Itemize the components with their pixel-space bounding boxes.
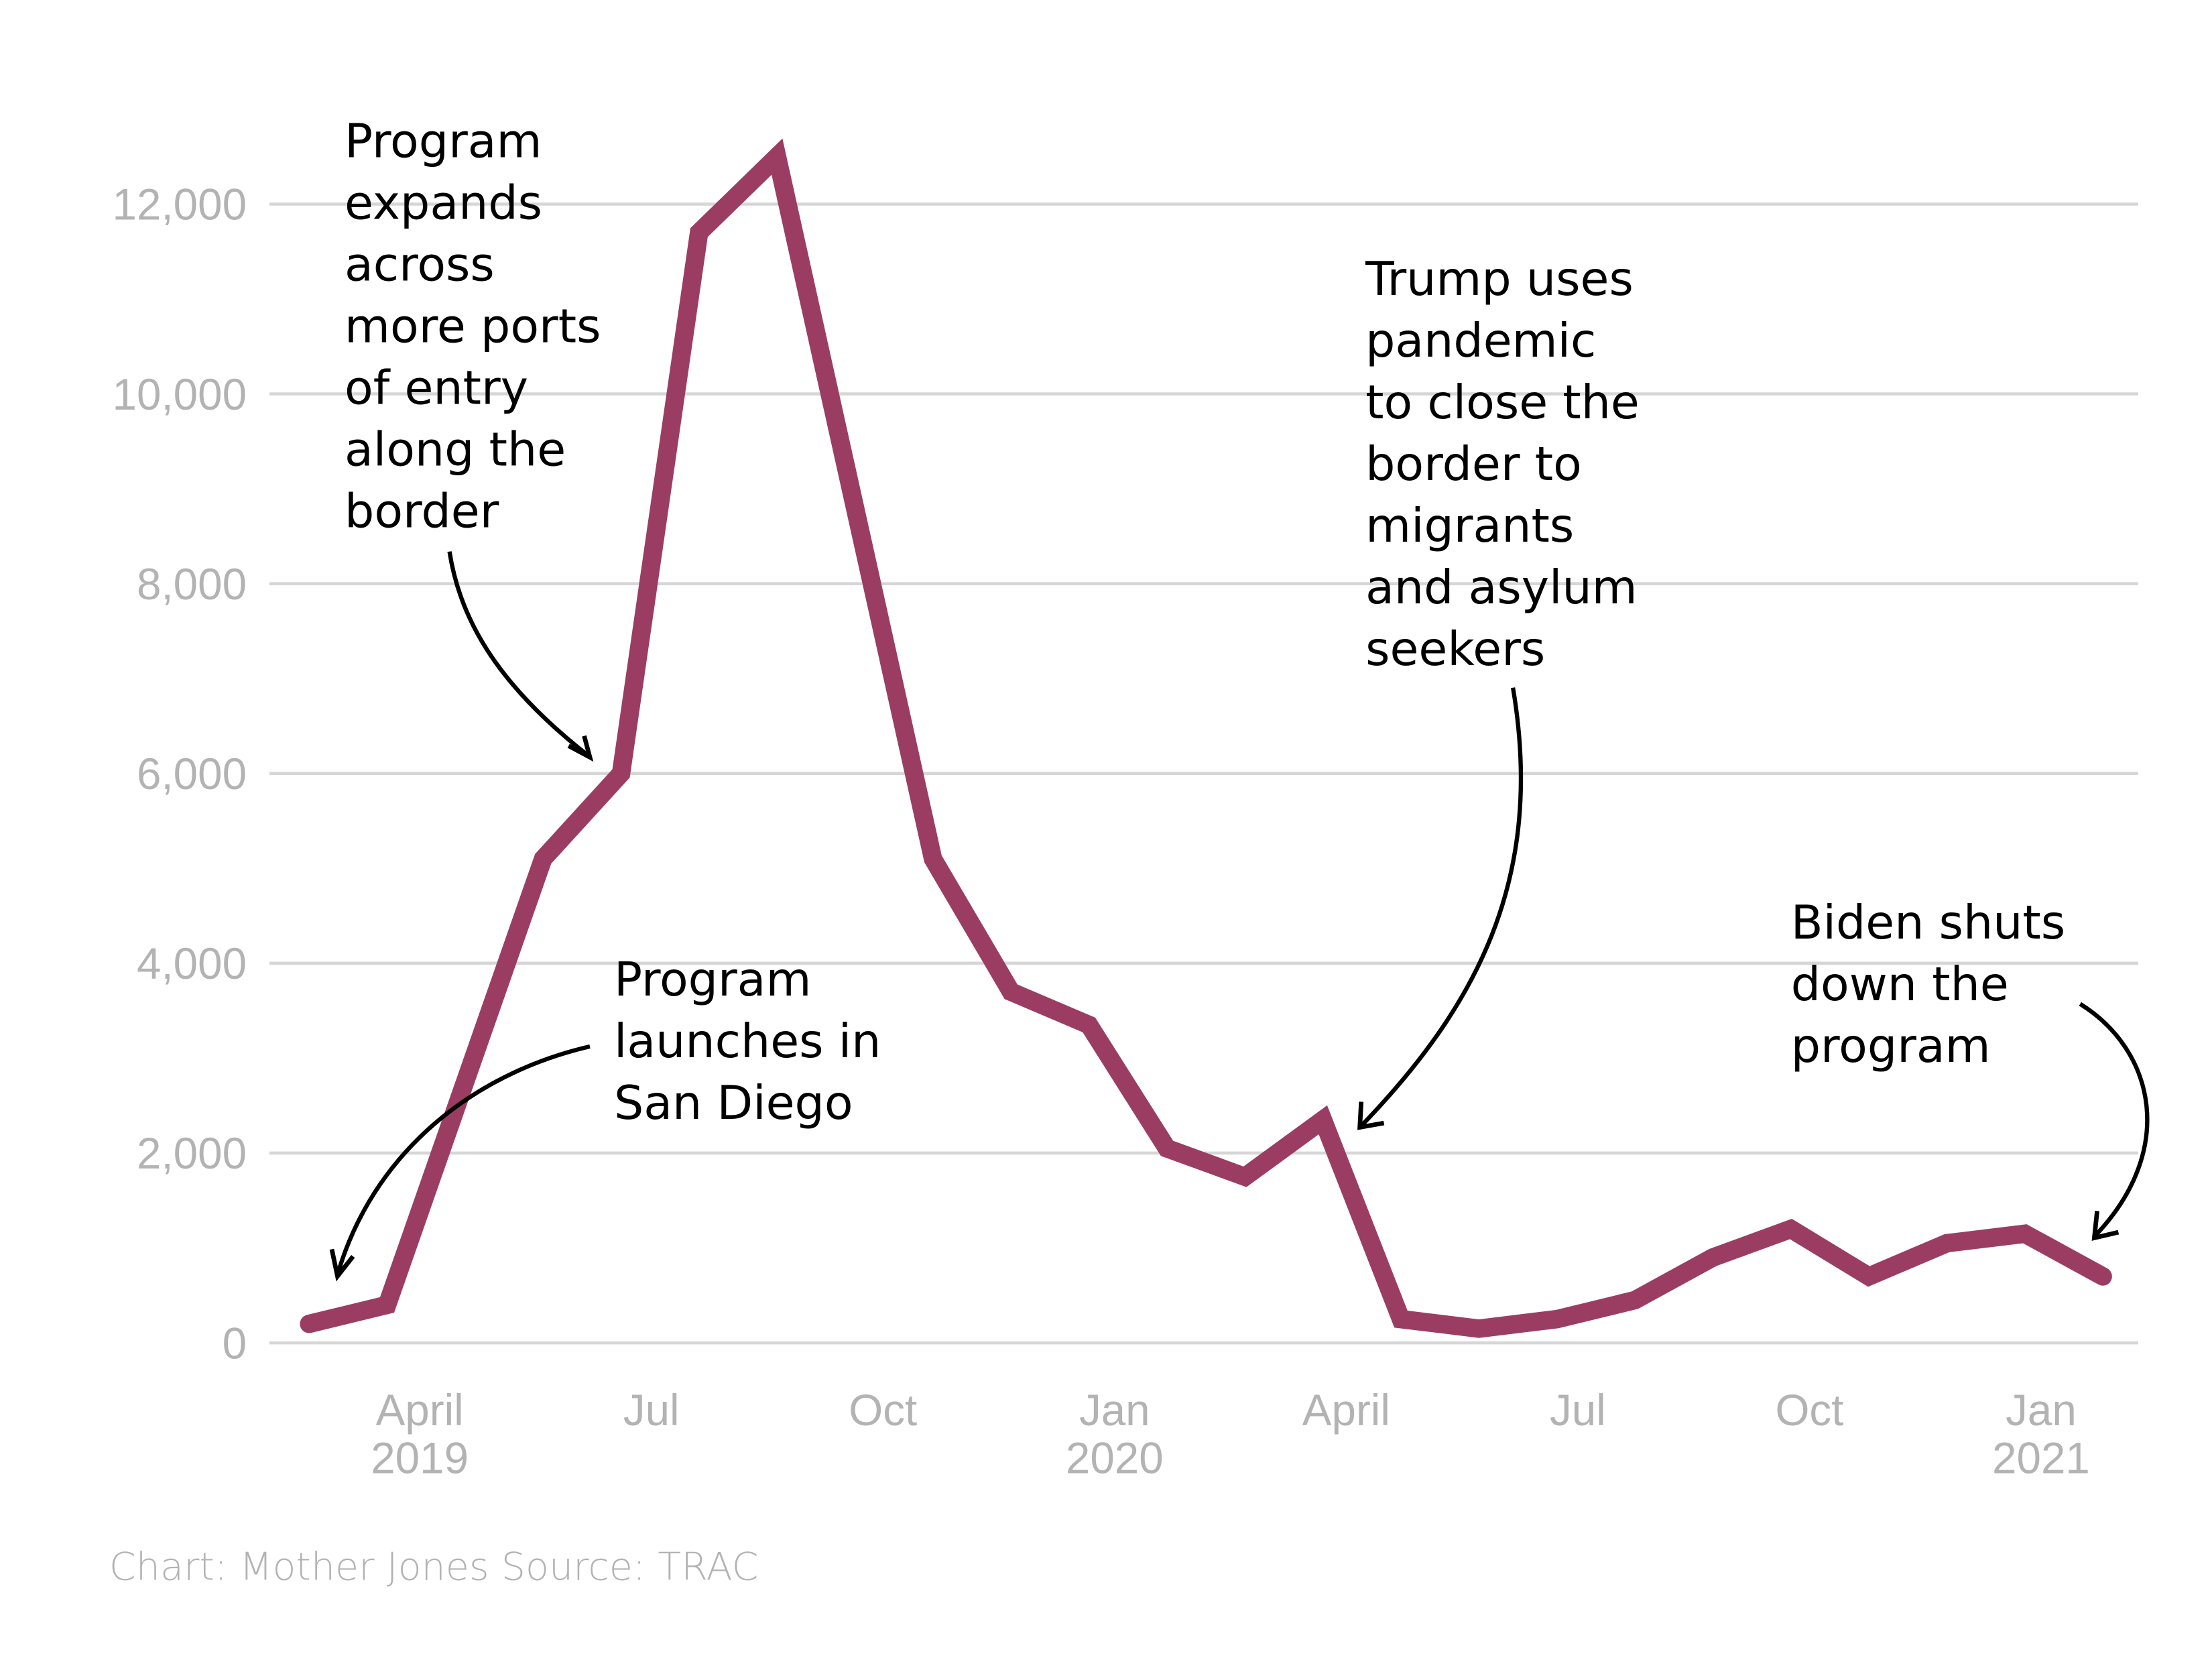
x-tick-sublabel: 2019 <box>371 1434 469 1483</box>
series-layer <box>300 138 2112 1338</box>
arrow-curve <box>1359 687 1524 1128</box>
gridlines <box>269 202 2138 1345</box>
x-tick-sublabel: 2020 <box>1066 1434 1164 1483</box>
annotation-line: San Diego <box>614 1076 853 1130</box>
annotation-line: migrants <box>1365 499 1574 553</box>
annotation-line: Trump uses <box>1365 252 1634 306</box>
annotation-line: pandemic <box>1365 314 1596 368</box>
y-tick-label: 4,000 <box>137 939 247 988</box>
y-tick-label: 0 <box>223 1319 247 1368</box>
y-tick-label: 6,000 <box>137 750 247 798</box>
annotation-line: to close the <box>1365 375 1640 430</box>
arrow-launch <box>329 1044 591 1282</box>
annotation-pandemic: Trump uses pandemic to close the border … <box>1365 252 1654 676</box>
arrow-curve <box>447 551 590 758</box>
annotation-line: across <box>345 238 495 292</box>
annotation-line: more ports <box>345 300 601 354</box>
annotation-expands: Program expands across more ports of ent… <box>345 115 616 539</box>
annotation-line: Biden shuts <box>1791 896 2066 950</box>
x-tick-label: Jan <box>2006 1386 2077 1435</box>
x-tick-label: April <box>1302 1386 1390 1435</box>
annotation-line: Program <box>345 115 542 169</box>
series-line <box>300 138 2112 1338</box>
source-credit: Chart: Mother Jones Source: TRAC <box>109 1545 759 1589</box>
annotation-line: program <box>1791 1019 1991 1073</box>
y-tick-label: 8,000 <box>137 560 247 609</box>
annotation-line: border to <box>1365 437 1582 491</box>
x-tick-label: Jan <box>1079 1386 1150 1435</box>
annotation-biden: Biden shuts down the program <box>1791 896 2081 1073</box>
x-tick-label: Oct <box>849 1386 917 1435</box>
annotation-line: of entry <box>345 361 528 416</box>
arrow-expands <box>447 551 594 762</box>
annotation-line: expands <box>345 176 542 231</box>
x-tick-label: Jul <box>623 1386 680 1435</box>
y-axis-ticks: 0 2,000 4,000 6,000 8,000 10,000 12,000 <box>113 180 247 1368</box>
y-tick-label: 2,000 <box>137 1129 247 1178</box>
arrowhead-icon <box>2091 1210 2119 1241</box>
annotation-line: and asylum <box>1365 560 1638 615</box>
x-tick-sublabel: 2021 <box>1992 1434 2090 1483</box>
arrow-biden <box>2079 1002 2150 1241</box>
x-tick-label: Jul <box>1550 1386 1606 1435</box>
arrowhead-icon <box>567 735 594 762</box>
arrowhead-icon <box>329 1248 355 1282</box>
arrowhead-icon <box>1357 1101 1385 1130</box>
arrow-pandemic <box>1357 687 1524 1130</box>
x-tick-label: Oct <box>1775 1386 1843 1435</box>
annotation-line: down the <box>1791 957 2009 1012</box>
arrow-curve <box>335 1044 591 1276</box>
arrow-curve <box>2079 1002 2150 1237</box>
y-tick-label: 12,000 <box>113 180 247 229</box>
annotation-line: seekers <box>1365 622 1545 676</box>
annotation-launch: Program launches in San Diego <box>614 953 896 1130</box>
annotation-line: along the <box>345 423 566 477</box>
y-tick-label: 10,000 <box>113 370 247 419</box>
x-tick-label: April <box>376 1386 464 1435</box>
annotation-line: Program <box>614 953 812 1007</box>
annotation-line: border <box>345 485 499 539</box>
annotation-line: launches in <box>614 1014 881 1069</box>
